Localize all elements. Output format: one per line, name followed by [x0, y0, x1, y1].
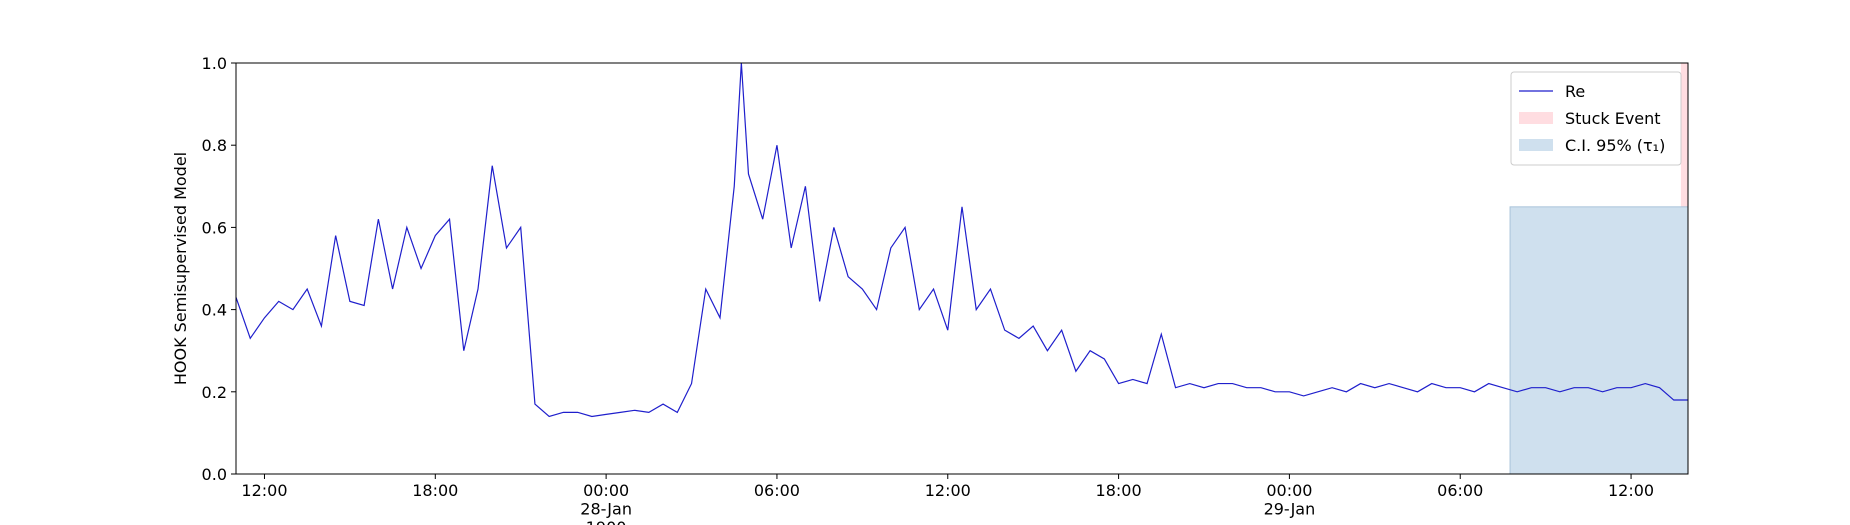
data-line	[235, 62, 1688, 418]
y-tick-label: 1.0	[202, 54, 227, 73]
x-tick-label: 12:00	[1608, 481, 1654, 500]
legend-label: C.I. 95% (τ₁)	[1565, 136, 1665, 155]
y-tick-label: 0.2	[202, 383, 227, 402]
y-axis-label: HOOK Semisupervised Model	[171, 152, 190, 385]
legend-label: Re	[1565, 82, 1585, 101]
y-tick-label: 0.4	[202, 301, 227, 320]
legend: Re Stuck Event C.I. 95% (τ₁)	[1510, 71, 1682, 166]
legend-label: Stuck Event	[1565, 109, 1661, 128]
x-tick-label: 18:00	[412, 481, 458, 500]
legend-patch	[1519, 139, 1553, 151]
x-tick-label: 12:00	[241, 481, 287, 500]
x-tick-label: 00:00 29-Jan	[1264, 481, 1316, 518]
x-tick-label: 18:00	[1096, 481, 1142, 500]
plot-frame	[235, 62, 1689, 475]
x-tick-label: 12:00	[925, 481, 971, 500]
x-tick-label: 06:00	[754, 481, 800, 500]
y-tick-label: 0.0	[202, 465, 227, 484]
legend-patch	[1519, 112, 1553, 124]
x-tick-label: 06:00	[1437, 481, 1483, 500]
span	[1509, 206, 1689, 475]
legend-box	[1510, 71, 1682, 166]
y-tick-label: 0.8	[202, 136, 227, 155]
y-tick-label: 0.6	[202, 218, 227, 237]
